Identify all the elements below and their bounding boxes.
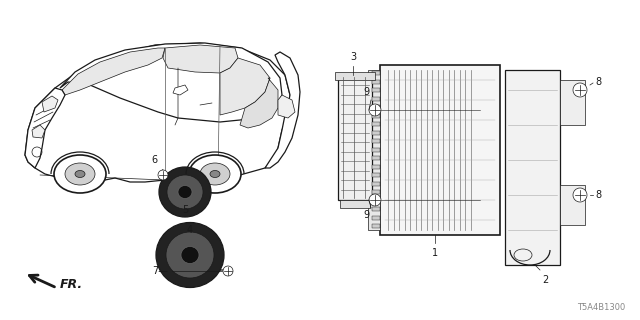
Text: 9: 9 [364,210,370,220]
Text: FR.: FR. [60,278,83,292]
FancyBboxPatch shape [372,114,380,117]
Ellipse shape [200,163,230,185]
Ellipse shape [178,186,192,198]
Text: 1: 1 [432,248,438,258]
Polygon shape [278,95,295,118]
Ellipse shape [210,171,220,178]
Text: 9: 9 [364,87,370,97]
Ellipse shape [156,222,224,287]
FancyBboxPatch shape [372,173,380,177]
Circle shape [369,194,381,206]
Polygon shape [25,88,65,168]
FancyBboxPatch shape [372,97,380,100]
FancyBboxPatch shape [372,139,380,143]
Polygon shape [240,78,278,128]
Polygon shape [25,43,290,182]
FancyBboxPatch shape [372,122,380,126]
FancyBboxPatch shape [372,215,380,220]
Polygon shape [163,45,238,73]
Text: 6: 6 [152,155,163,170]
FancyBboxPatch shape [372,207,380,211]
Circle shape [223,266,233,276]
Text: 2: 2 [542,275,548,285]
Ellipse shape [159,167,211,217]
Ellipse shape [166,232,214,278]
Circle shape [158,170,168,180]
Text: 8: 8 [595,77,601,87]
Polygon shape [62,48,165,95]
FancyBboxPatch shape [380,65,500,235]
FancyBboxPatch shape [560,80,585,125]
Ellipse shape [167,175,203,209]
Text: 4: 4 [187,225,193,235]
Polygon shape [32,125,45,138]
Circle shape [369,104,381,116]
Circle shape [573,83,587,97]
Text: T5A4B1300: T5A4B1300 [577,303,625,312]
FancyBboxPatch shape [372,224,380,228]
Ellipse shape [189,155,241,193]
FancyBboxPatch shape [372,190,380,194]
FancyBboxPatch shape [372,148,380,151]
Text: 7—: 7— [152,266,168,276]
Ellipse shape [54,155,106,193]
FancyBboxPatch shape [335,72,375,80]
FancyBboxPatch shape [340,200,370,208]
Polygon shape [265,52,300,168]
Polygon shape [60,43,282,122]
Ellipse shape [181,246,199,263]
FancyBboxPatch shape [505,70,560,265]
FancyBboxPatch shape [372,164,380,169]
Polygon shape [173,85,188,95]
Polygon shape [42,96,58,112]
FancyBboxPatch shape [372,181,380,186]
FancyBboxPatch shape [372,88,380,92]
FancyBboxPatch shape [338,75,372,200]
FancyBboxPatch shape [560,185,585,225]
Text: 8: 8 [595,190,601,200]
FancyBboxPatch shape [372,198,380,203]
FancyBboxPatch shape [372,105,380,109]
Text: 5: 5 [182,205,188,215]
FancyBboxPatch shape [372,156,380,160]
FancyBboxPatch shape [368,70,380,230]
Text: 3: 3 [350,52,356,62]
FancyBboxPatch shape [372,79,380,84]
Ellipse shape [75,171,85,178]
Polygon shape [220,58,270,115]
Circle shape [573,188,587,202]
FancyBboxPatch shape [372,131,380,134]
Ellipse shape [65,163,95,185]
FancyBboxPatch shape [372,71,380,75]
